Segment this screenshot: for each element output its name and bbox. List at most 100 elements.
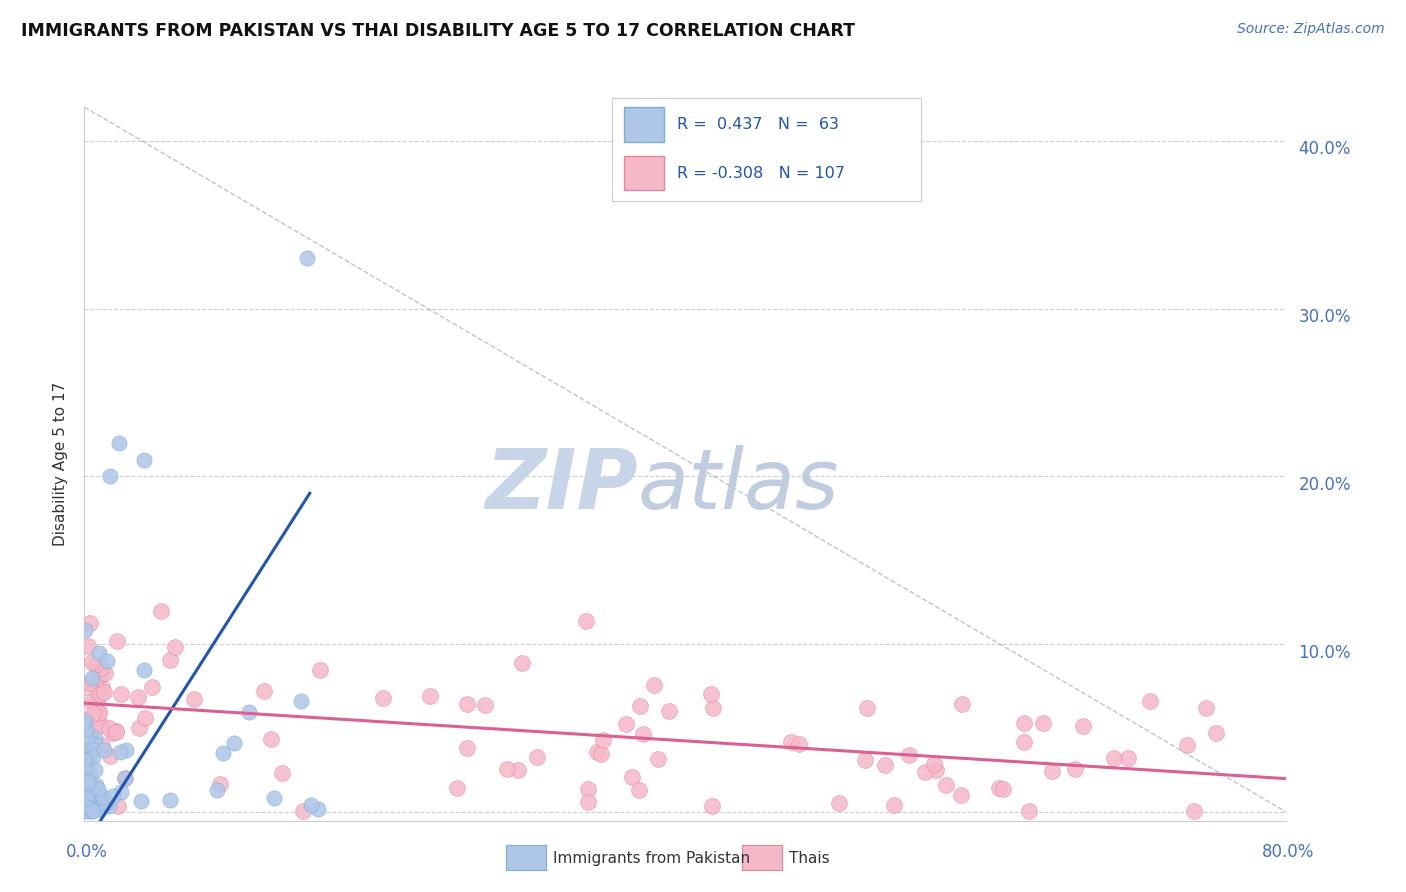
- Point: [299, 797, 322, 812]
- Point: [1194, 701, 1216, 715]
- Point: [643, 678, 665, 692]
- Point: [110, 784, 132, 798]
- Point: [949, 788, 972, 802]
- Point: [75, 722, 97, 736]
- Point: [129, 794, 152, 808]
- Point: [91, 789, 114, 804]
- Point: [82, 750, 104, 764]
- Point: [75, 774, 97, 789]
- Point: [87, 706, 110, 720]
- Point: [80, 671, 103, 685]
- Point: [510, 656, 533, 670]
- Point: [855, 701, 877, 715]
- Point: [83, 741, 105, 756]
- Point: [82, 804, 104, 818]
- Point: [75, 787, 97, 801]
- Point: [614, 717, 637, 731]
- Point: [183, 691, 205, 706]
- Point: [627, 783, 650, 797]
- Point: [110, 687, 132, 701]
- Point: [780, 735, 803, 749]
- Point: [91, 739, 114, 753]
- Point: [134, 711, 156, 725]
- Point: [263, 790, 285, 805]
- Point: [77, 750, 100, 764]
- Point: [114, 771, 136, 785]
- Point: [141, 680, 163, 694]
- Point: [84, 800, 107, 814]
- Point: [97, 798, 120, 813]
- Point: [208, 777, 231, 791]
- Point: [76, 789, 98, 803]
- Point: [77, 775, 100, 789]
- Point: [108, 435, 131, 450]
- Text: R =  0.437   N =  63: R = 0.437 N = 63: [676, 117, 838, 132]
- Point: [93, 685, 115, 699]
- Text: 30.0%: 30.0%: [1299, 308, 1351, 326]
- Point: [98, 722, 121, 736]
- Point: [108, 745, 131, 759]
- Point: [134, 663, 156, 677]
- Point: [631, 727, 654, 741]
- Point: [224, 736, 246, 750]
- Point: [165, 640, 187, 654]
- Point: [1032, 716, 1054, 731]
- Text: 10.0%: 10.0%: [1299, 644, 1351, 662]
- Point: [576, 795, 599, 809]
- Point: [105, 634, 128, 648]
- Point: [127, 690, 149, 705]
- Point: [875, 758, 897, 772]
- Point: [75, 791, 97, 805]
- Point: [115, 743, 138, 757]
- Point: [87, 719, 110, 733]
- Point: [76, 734, 98, 748]
- Text: 40.0%: 40.0%: [1299, 140, 1351, 158]
- Point: [104, 723, 127, 738]
- Point: [90, 681, 112, 696]
- Point: [75, 800, 97, 814]
- Text: atlas: atlas: [637, 445, 839, 525]
- Point: [80, 802, 103, 816]
- Point: [84, 676, 107, 690]
- Point: [575, 614, 598, 628]
- Point: [75, 746, 97, 760]
- Point: [82, 743, 104, 757]
- Point: [105, 724, 128, 739]
- Point: [90, 661, 112, 675]
- Point: [307, 802, 329, 816]
- Point: [149, 604, 172, 618]
- Point: [647, 751, 669, 765]
- Point: [1071, 719, 1094, 733]
- Text: 80.0%: 80.0%: [1261, 843, 1315, 861]
- Y-axis label: Disability Age 5 to 17: Disability Age 5 to 17: [53, 382, 69, 546]
- Point: [159, 793, 181, 807]
- Point: [93, 743, 115, 757]
- Point: [80, 695, 103, 709]
- Point: [789, 737, 811, 751]
- Point: [128, 721, 150, 735]
- Point: [96, 654, 118, 668]
- Point: [103, 789, 125, 804]
- Point: [75, 754, 97, 768]
- Point: [89, 687, 111, 701]
- Point: [75, 680, 97, 694]
- Point: [474, 698, 496, 712]
- Point: [914, 764, 936, 779]
- Point: [1139, 694, 1161, 708]
- Point: [75, 763, 97, 777]
- Point: [77, 777, 100, 791]
- Point: [75, 772, 97, 787]
- Point: [371, 690, 394, 705]
- Point: [495, 763, 517, 777]
- Point: [1116, 750, 1139, 764]
- Point: [79, 676, 101, 690]
- Point: [1175, 739, 1198, 753]
- Bar: [624, 155, 664, 190]
- Point: [828, 797, 851, 811]
- Point: [132, 452, 155, 467]
- Text: Immigrants from Pakistan: Immigrants from Pakistan: [553, 851, 749, 865]
- Point: [79, 616, 101, 631]
- Point: [1014, 716, 1036, 731]
- Point: [75, 753, 97, 767]
- Point: [456, 740, 478, 755]
